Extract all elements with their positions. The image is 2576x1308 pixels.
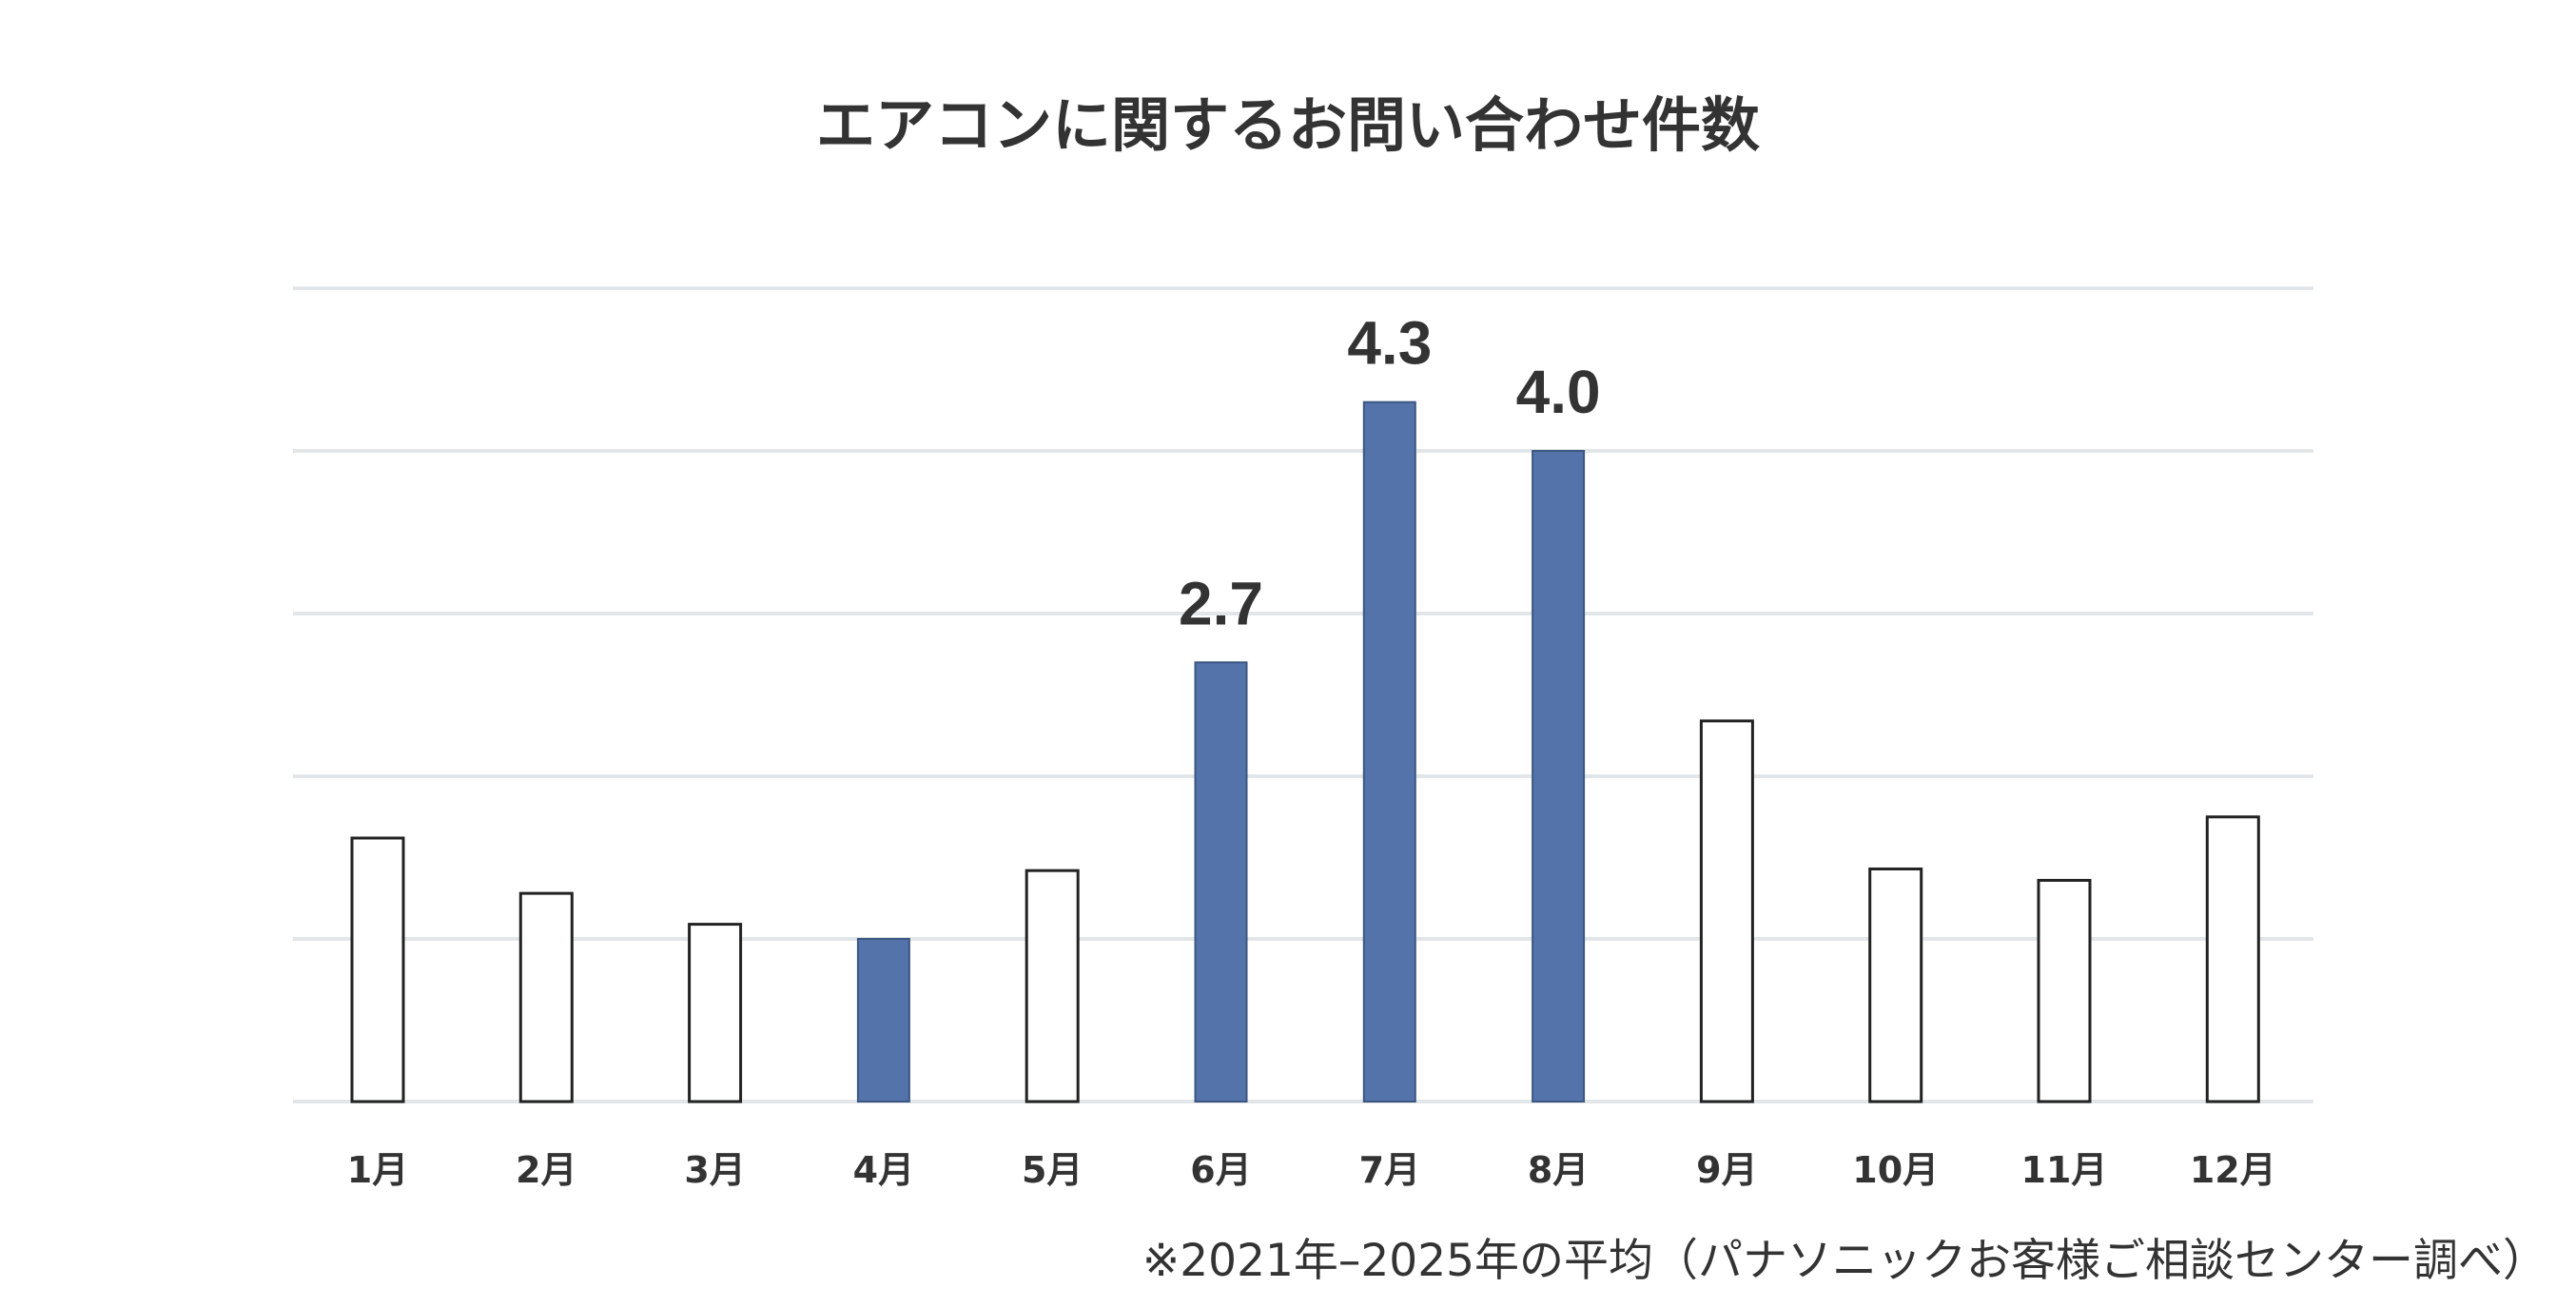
x-tick-label-1: 1月 [347, 1149, 408, 1191]
x-tick-labels: 1月 2月 3月 4月 5月 6月 7月 8月 9月 10月 11月 12月 [347, 1149, 2276, 1191]
chart-note: ※2021年–2025年の平均（パナソニックお客様ご相談センター調べ） [1142, 1235, 2547, 1287]
bar-4 [856, 938, 910, 1103]
x-tick-label-9: 9月 [1696, 1149, 1757, 1191]
x-tick-label-8: 8月 [1528, 1149, 1589, 1191]
bar-3 [688, 923, 743, 1103]
x-tick-label-10: 10月 [1852, 1149, 1939, 1191]
bar-2 [518, 891, 574, 1103]
bar-11 [2037, 878, 2092, 1103]
bars [350, 400, 2260, 1103]
x-tick-label-6: 6月 [1190, 1149, 1251, 1191]
bar-8 [1532, 450, 1586, 1103]
data-labels: 2.7 4.3 4.0 [1179, 309, 1601, 638]
x-tick-label-5: 5月 [1022, 1149, 1083, 1191]
data-label-6: 2.7 [1179, 569, 1263, 637]
x-tick-label-12: 12月 [2190, 1149, 2276, 1191]
bar-9 [1699, 719, 1754, 1103]
x-tick-label-2: 2月 [516, 1149, 576, 1191]
x-tick-label-4: 4月 [853, 1149, 914, 1191]
bar-1 [350, 836, 405, 1103]
bar-5 [1025, 869, 1080, 1103]
data-label-7: 4.3 [1347, 309, 1432, 378]
x-tick-label-11: 11月 [2021, 1149, 2108, 1191]
bar-7 [1362, 400, 1416, 1103]
data-label-8: 4.0 [1516, 358, 1601, 426]
bar-6 [1194, 661, 1248, 1103]
x-tick-label-3: 3月 [684, 1149, 745, 1191]
bar-10 [1868, 867, 1923, 1103]
chart-title: エアコンに関するお問い合わせ件数 [815, 90, 1760, 160]
gridlines [293, 286, 2313, 1103]
bar-12 [2205, 815, 2260, 1103]
x-tick-label-7: 7月 [1359, 1149, 1420, 1191]
